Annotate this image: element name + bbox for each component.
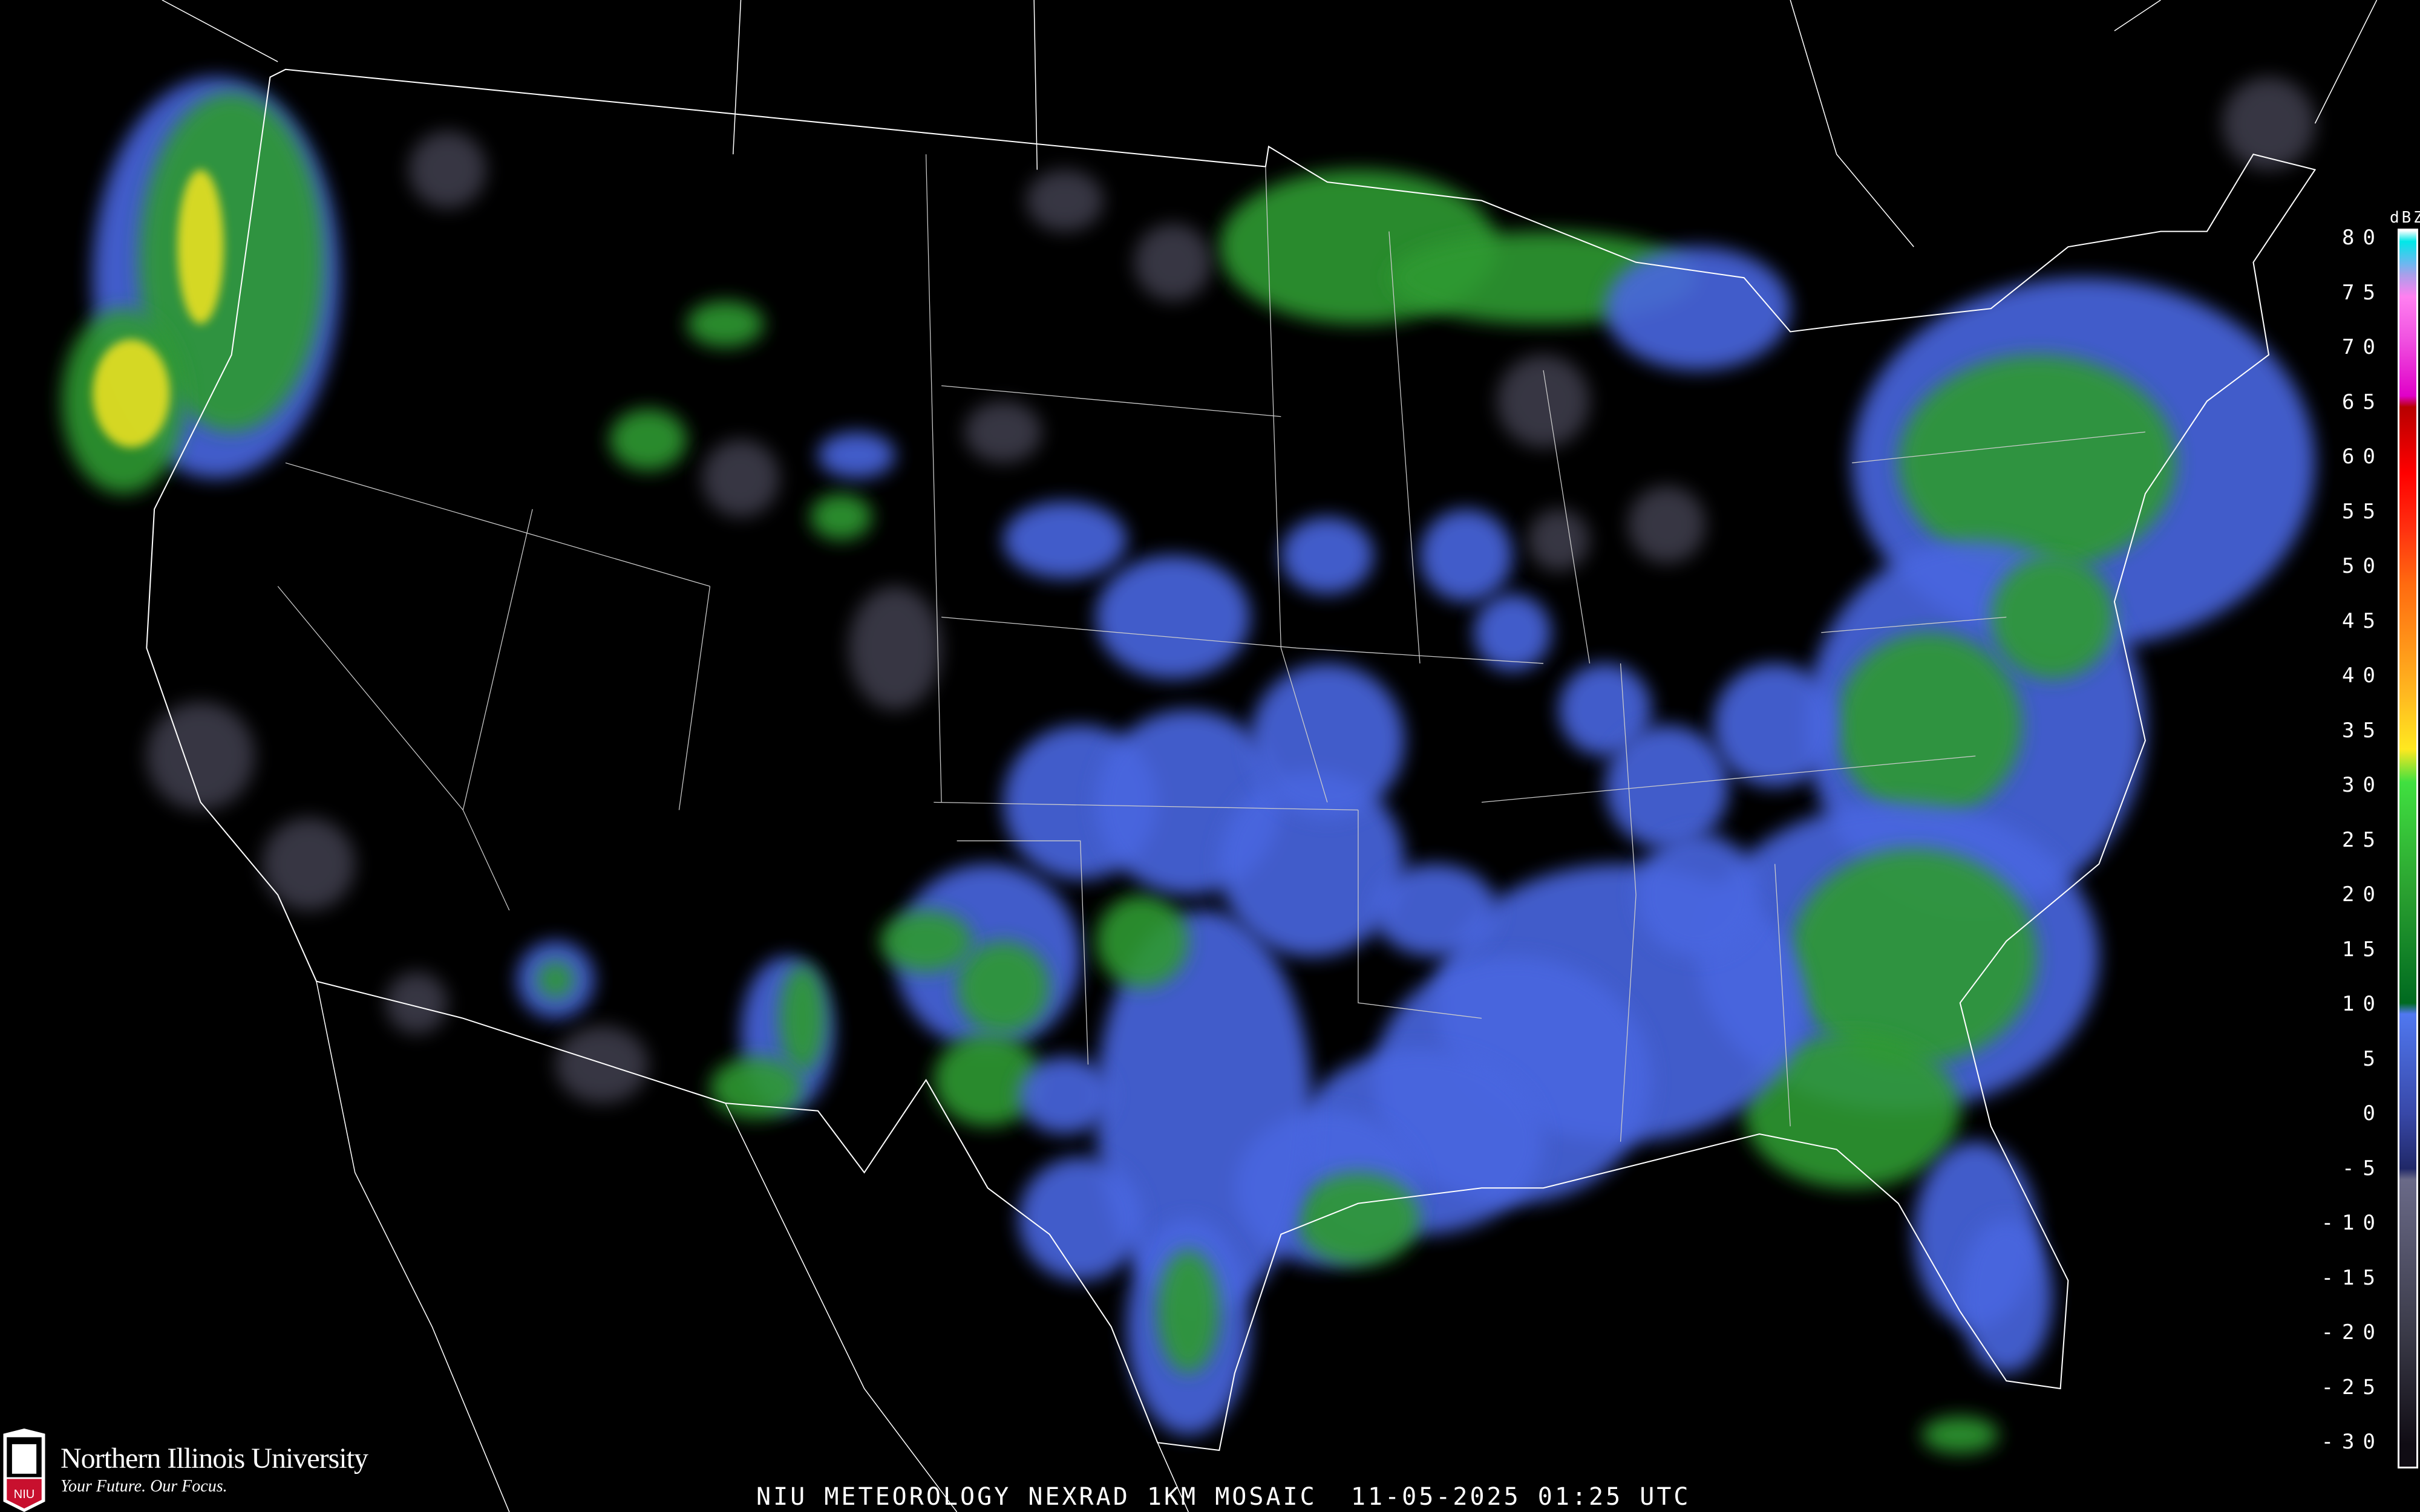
echo-light [1605, 247, 1791, 371]
echo-light [1096, 910, 1312, 1312]
colorbar-tick-label: -5 [2342, 1156, 2384, 1181]
echo-light [1636, 833, 1760, 957]
colorbar-tick-label: 45 [2342, 608, 2384, 633]
echo-clutter [849, 586, 942, 710]
echo-clutter [555, 1026, 649, 1103]
colorbar-tick-label: -15 [2321, 1265, 2384, 1290]
echo-moderate [710, 1057, 803, 1119]
echo-moderate [1790, 849, 2038, 1065]
colorbar-tick-label: 70 [2342, 335, 2384, 359]
reflectivity-colorbar [2398, 229, 2418, 1468]
echo-light [1003, 501, 1127, 579]
echo-light [1960, 1219, 2053, 1374]
echo-clutter [1528, 509, 1590, 571]
echo-light [1018, 1157, 1142, 1281]
colorbar-tick-label: 20 [2342, 882, 2384, 907]
map-title: NIU METEOROLOGY NEXRAD 1KM MOSAIC 11-05-… [756, 1483, 1691, 1511]
colorbar-tick-label: 0 [2363, 1101, 2384, 1126]
colorbar-tick-label: 25 [2342, 827, 2384, 852]
niu-logo: NIU Northern Illinois University Your Fu… [0, 1429, 484, 1512]
echo-moderate [537, 961, 574, 999]
echo-clutter [146, 702, 255, 810]
echo-moderate [957, 941, 1050, 1034]
echo-moderate [779, 964, 826, 1072]
echo-light [1096, 555, 1251, 679]
echo-light [1419, 509, 1512, 602]
colorbar-tick-label: -25 [2321, 1375, 2384, 1400]
colorbar-tick-label: 75 [2342, 280, 2384, 305]
canada-outline [162, 0, 2378, 247]
echo-light [1558, 663, 1652, 756]
colorbar-tick-label: 30 [2342, 773, 2384, 797]
echo-moderate [139, 93, 324, 432]
echo-light [818, 432, 895, 478]
echo-light [1373, 864, 1497, 957]
echo-clutter [262, 818, 355, 911]
legend-unit: dBZ [2390, 209, 2420, 227]
echo-clutter [1497, 354, 1590, 448]
echo-clutter [1026, 169, 1104, 232]
mexico-outline [316, 981, 1189, 1512]
echo-moderate [1990, 555, 2114, 679]
echo-moderate [1157, 1250, 1220, 1374]
colorbar-tick-label: -20 [2321, 1320, 2384, 1344]
colorbar-tick-label: 35 [2342, 718, 2384, 743]
colorbar-tick-label: -10 [2321, 1211, 2384, 1235]
colorbar-tick-label: 40 [2342, 663, 2384, 688]
university-name: Northern Illinois University [60, 1442, 368, 1475]
echo-clutter [1628, 486, 1705, 564]
colorbar-tick-label: 50 [2342, 554, 2384, 578]
echo-clutter [702, 440, 780, 517]
boundaries [146, 0, 2378, 1512]
echo-light [1713, 663, 1837, 787]
echo-clutter [1134, 223, 1212, 301]
echo-moderate [687, 301, 764, 347]
echo-moderate [1836, 632, 2022, 818]
echo-clutter [385, 972, 448, 1034]
echo-moderate [1898, 354, 2176, 571]
echo-clutter [409, 131, 486, 209]
echo-light [1250, 663, 1405, 818]
conus-outline [146, 68, 2317, 1452]
echo-moderate [1296, 1172, 1420, 1265]
echo-moderate [934, 1034, 1042, 1127]
colorbar-tick-label: 55 [2342, 499, 2384, 524]
echo-moderate [1096, 894, 1189, 988]
university-tagline: Your Future. Our Focus. [60, 1477, 227, 1496]
echo-moderate [880, 910, 973, 973]
state-lines [277, 154, 2145, 1142]
echo-light [1281, 516, 1374, 595]
echo-light [1474, 594, 1551, 671]
echo-moderate [1744, 1034, 1960, 1188]
echo-light [1605, 725, 1729, 849]
echo-heavy [177, 169, 224, 324]
colorbar-tick-label: 60 [2342, 445, 2384, 469]
colorbar-tick-label: -30 [2321, 1430, 2384, 1454]
colorbar-tick-label: 10 [2342, 992, 2384, 1016]
echo-moderate [1921, 1416, 1999, 1454]
niu-shield-icon: NIU [3, 1429, 45, 1512]
colorbar-tick-label: 80 [2342, 226, 2384, 250]
colorbar-tick-label: 65 [2342, 389, 2384, 414]
echo-clutter [964, 401, 1042, 463]
radar-echoes [62, 77, 2315, 1454]
echo-light [1018, 1057, 1111, 1134]
echo-moderate [810, 494, 872, 540]
colorbar-tick-label: 15 [2342, 937, 2384, 962]
echo-heavy [93, 339, 170, 448]
shield-text: NIU [14, 1488, 35, 1501]
echo-clutter [2222, 77, 2315, 170]
colorbar-tick-label: 5 [2363, 1046, 2384, 1071]
echo-moderate [609, 409, 687, 471]
